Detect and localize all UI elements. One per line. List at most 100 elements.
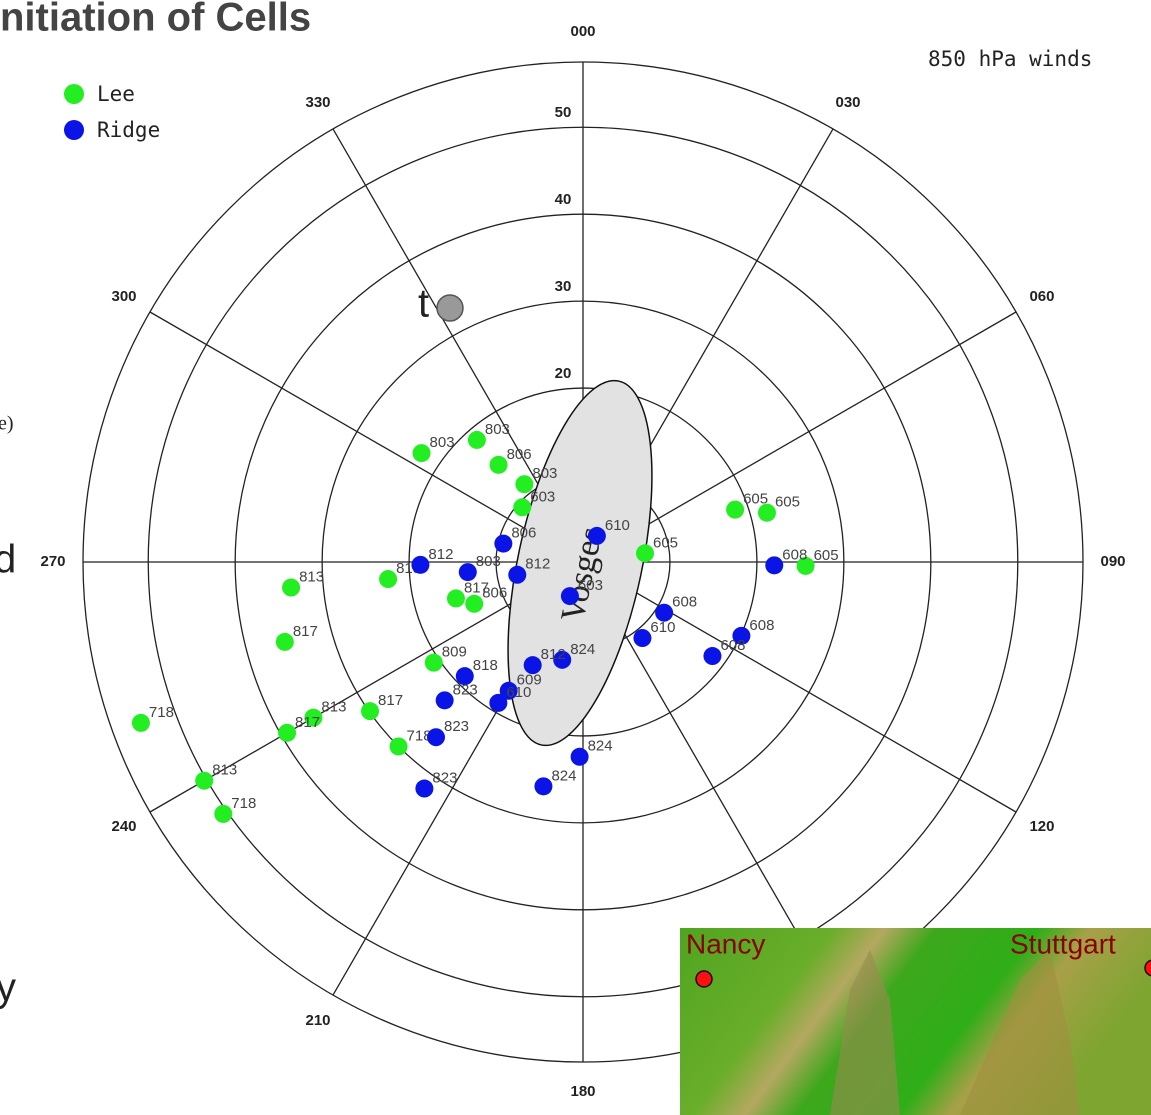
point [561,587,579,605]
point [379,570,397,588]
point-label: 812 [525,556,550,573]
point [765,556,783,574]
point [276,633,294,651]
point [726,501,744,519]
city-dot [696,971,712,987]
point [425,654,443,672]
point-label: 610 [650,619,675,636]
point-label: 809 [442,644,467,661]
point [636,544,654,562]
point-label: 806 [507,446,532,463]
point [411,556,429,574]
theta-tick-label: 000 [570,23,595,40]
legend-label: Ridge [97,118,160,142]
point-label: 603 [530,488,555,505]
legend-label: Lee [97,82,135,106]
fragment: y [0,966,16,1010]
point [436,691,454,709]
legend-marker [64,84,84,104]
point [490,456,508,474]
fragment: e) [0,413,14,435]
point-label: 803 [430,434,455,451]
point-label: 806 [482,585,507,602]
city-label: Nancy [686,928,765,959]
point-label: 824 [570,641,595,658]
city-label: Stuttgart [1010,928,1116,959]
r-tick-label: 40 [555,191,572,208]
point [588,527,606,545]
point [427,728,445,746]
theta-tick-label: 270 [40,553,65,570]
chart-subtitle: 850 hPa winds [928,47,1092,71]
legend-marker [64,120,84,140]
point [278,724,296,742]
theta-tick-label: 240 [111,818,136,835]
point [513,498,531,516]
point-label: 803 [476,553,501,570]
point-label: 718 [149,704,174,721]
point-label: 824 [551,767,576,784]
point-label: 812 [541,646,566,663]
point-label: 812 [428,546,453,563]
point [413,444,431,462]
point-label: 608 [749,617,774,634]
point [282,579,300,597]
point-label: 824 [588,738,613,755]
point [633,629,651,647]
point-label: 823 [453,681,478,698]
r-tick-label: 50 [555,104,572,121]
fragment-dot [437,295,463,321]
point-label: 803 [532,465,557,482]
point [390,737,408,755]
point [508,566,526,584]
point-label: 803 [485,421,510,438]
point [415,780,433,798]
fragment: d [0,538,16,582]
point-label: 605 [653,534,678,551]
point [534,777,552,795]
r-tick-label: 20 [555,365,572,382]
point-label: 817 [295,714,320,731]
point [468,431,486,449]
point-label: 610 [506,684,531,701]
theta-tick-label: 090 [1100,553,1125,570]
point-label: 608 [720,637,745,654]
point-label: 813 [321,699,346,716]
point [758,504,776,522]
point-label: 817 [378,692,403,709]
point [361,702,379,720]
point-label: 813 [212,762,237,779]
point [214,805,232,823]
point [489,694,507,712]
point [459,563,477,581]
point-label: 608 [672,594,697,611]
point [447,589,465,607]
point-label: 806 [511,525,536,542]
point [494,535,512,553]
point [195,772,213,790]
point-label: 823 [432,769,457,786]
marks: 8038038068036036056056056058158138178068… [132,421,839,823]
chart: 1020304050000030060090120150180210240270… [0,0,1151,1115]
map-inset: Nancy Stuttgart [680,928,1151,1115]
theta-tick-label: 210 [305,1012,330,1029]
theta-tick-label: 330 [305,94,330,111]
point-label: 823 [444,718,469,735]
theta-tick-label: 180 [570,1083,595,1100]
theta-tick-label: 300 [111,288,136,305]
point [465,595,483,613]
point-label: 603 [578,577,603,594]
chart-title: nitiation of Cells [0,0,311,40]
spoke [583,562,1016,812]
point-label: 605 [775,494,800,511]
theta-tick-label: 120 [1029,818,1054,835]
point [132,714,150,732]
point-label: 813 [299,569,324,586]
point-label: 610 [605,517,630,534]
point-label: 608 [782,546,807,563]
theta-tick-label: 030 [835,94,860,111]
point-label: 817 [293,623,318,640]
point-label: 605 [814,547,839,564]
legend: Lee Ridge [64,82,160,142]
point-label: 718 [231,795,256,812]
